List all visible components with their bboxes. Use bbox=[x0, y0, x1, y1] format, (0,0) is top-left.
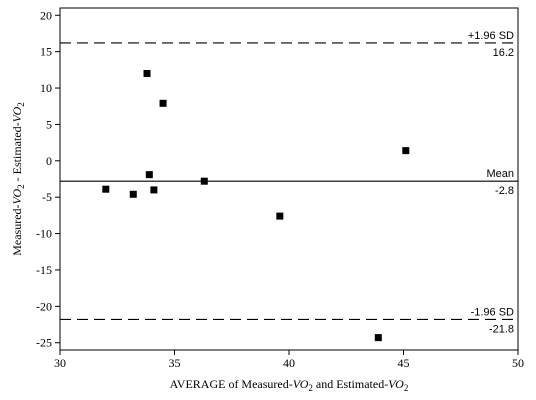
data-point bbox=[200, 177, 208, 185]
upper-line-label: +1.96 SD bbox=[468, 30, 514, 42]
data-point bbox=[143, 69, 151, 77]
x-tick-label: 50 bbox=[512, 356, 524, 370]
y-tick-label: 10 bbox=[40, 81, 52, 95]
y-tick-label: 5 bbox=[46, 117, 52, 131]
x-tick-label: 30 bbox=[54, 356, 66, 370]
plot-frame bbox=[59, 7, 519, 351]
x-tick-label: 40 bbox=[283, 356, 295, 370]
data-point bbox=[102, 185, 110, 193]
data-point bbox=[276, 212, 284, 220]
data-point bbox=[145, 171, 153, 179]
upper-line-value: 16.2 bbox=[493, 47, 514, 59]
reference-lines: +1.96 SD 16.2 Mean -2.8 -1.96 SD -21.8 bbox=[60, 30, 518, 335]
y-tick-label: -10 bbox=[36, 227, 52, 241]
x-axis-label: AVERAGE of Measured-VO2​ and Estimated-V… bbox=[170, 377, 409, 393]
y-tick-label: -25 bbox=[36, 336, 52, 350]
y-tick-label: 0 bbox=[46, 154, 52, 168]
mean-line-value: -2.8 bbox=[495, 185, 514, 197]
lower-line-label: -1.96 SD bbox=[471, 306, 514, 318]
y-axis-label: Measured-VO2​ - Estimated-VO2​ bbox=[10, 102, 26, 256]
axis-ticks: 30 35 40 45 50 -25 -20 -15 -10 -5 0 5 10 15 20 bbox=[36, 8, 524, 370]
y-tick-label: 15 bbox=[40, 45, 52, 59]
data-point bbox=[159, 99, 167, 107]
data-point bbox=[374, 334, 382, 342]
x-tick-label: 35 bbox=[169, 356, 181, 370]
lower-line-value: -21.8 bbox=[489, 323, 514, 335]
data-point bbox=[129, 190, 137, 198]
x-tick-label: 45 bbox=[398, 356, 410, 370]
data-points bbox=[102, 69, 410, 342]
data-point bbox=[402, 147, 410, 155]
data-point bbox=[150, 186, 158, 194]
y-tick-label: -15 bbox=[36, 263, 52, 277]
y-tick-label: 20 bbox=[40, 8, 52, 22]
mean-line-label: Mean bbox=[486, 168, 514, 180]
y-tick-label: -20 bbox=[36, 299, 52, 313]
y-tick-label: -5 bbox=[42, 190, 52, 204]
